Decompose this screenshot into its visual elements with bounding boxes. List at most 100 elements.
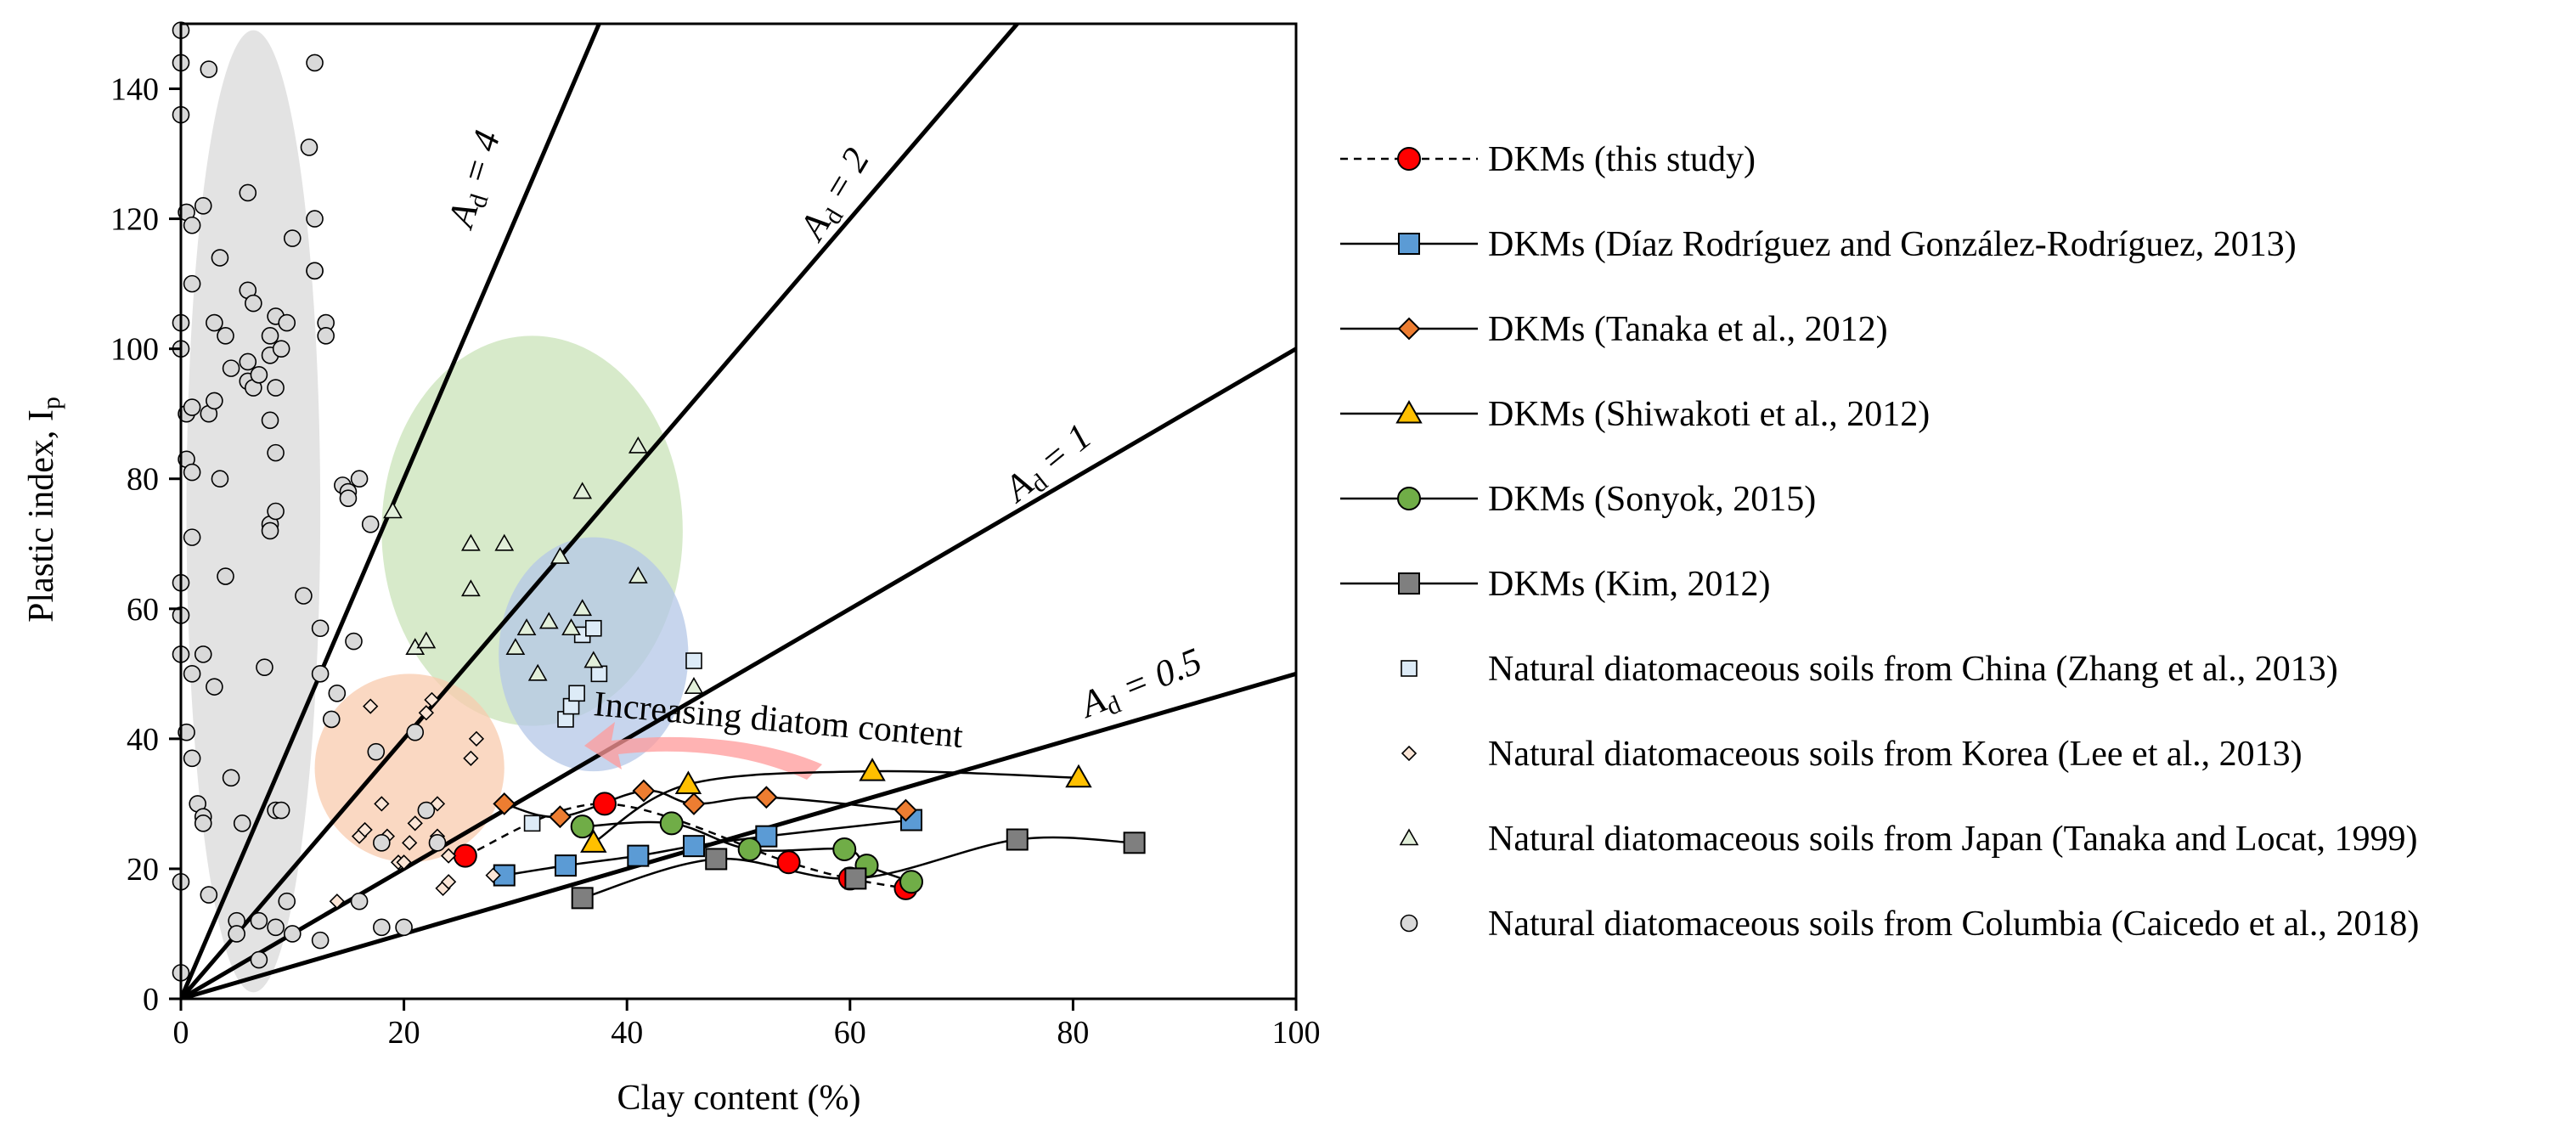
natural-diatomaceous-soils-from-korea-lee-et-al-2013-point bbox=[485, 867, 501, 883]
ad-0-5-label: Ad = 0.5 bbox=[1073, 640, 1209, 730]
dkms-d-az-rodr-guez-and-gonz-lez-rodr-guez-2013-point bbox=[755, 825, 778, 848]
dkms-kim-2012-point bbox=[705, 848, 728, 871]
natural-diatomaceous-soils-from-columbia-caicedo-et-al-2018-point bbox=[183, 665, 201, 683]
ad-4-label: Ad = 4 bbox=[439, 126, 512, 235]
dkms-shiwakoti-et-al-2012-point bbox=[1065, 764, 1092, 788]
natural-diatomaceous-soils-from-columbia-caicedo-et-al-2018-point bbox=[250, 365, 268, 384]
natural-diatomaceous-soils-from-korea-lee-et-al-2013-point bbox=[463, 750, 479, 766]
dkms-this-study-point bbox=[453, 843, 477, 868]
natural-diatomaceous-soils-from-columbia-caicedo-et-al-2018-point bbox=[339, 489, 358, 507]
natural-diatomaceous-soils-from-columbia-caicedo-et-al-2018-point bbox=[206, 313, 223, 332]
natural-diatomaceous-soils-from-columbia-caicedo-et-al-2018-point bbox=[306, 54, 324, 72]
y-tick-label: 60 bbox=[127, 592, 159, 628]
natural-diatomaceous-soils-from-columbia-caicedo-et-al-2018-point bbox=[217, 567, 234, 585]
natural-diatomaceous-soils-from-columbia-caicedo-et-al-2018-point bbox=[261, 411, 279, 430]
dkms-d-az-rodr-guez-and-gonz-lez-rodr-guez-2013-point bbox=[554, 854, 577, 877]
legend-marker-dkms-shiwakoti-et-al-2012 bbox=[1395, 399, 1423, 424]
natural-diatomaceous-soils-from-columbia-caicedo-et-al-2018-point bbox=[261, 327, 279, 345]
legend-marker-natural-diatomaceous-soils-from-korea-lee-et-al-2013 bbox=[1401, 745, 1418, 762]
plot-frame bbox=[179, 22, 1298, 1001]
natural-diatomaceous-soils-from-columbia-caicedo-et-al-2018-point bbox=[239, 183, 257, 202]
natural-diatomaceous-soils-from-columbia-caicedo-et-al-2018-point bbox=[206, 678, 223, 696]
natural-diatomaceous-soils-from-columbia-caicedo-et-al-2018-point bbox=[350, 470, 369, 488]
natural-diatomaceous-soils-from-japan-tanaka-and-locat-1999-point bbox=[628, 436, 648, 454]
legend-marker-dkms-d-az-rodr-guez-and-gonz-lez-rodr-guez-2013 bbox=[1398, 233, 1420, 255]
ad-2-line bbox=[181, 24, 1019, 999]
natural-diatomaceous-soils-from-japan-tanaka-and-locat-1999-point bbox=[461, 533, 481, 551]
ad-1-label: Ad = 1 bbox=[995, 415, 1102, 515]
natural-diatomaceous-soils-from-japan-tanaka-and-locat-1999-point bbox=[572, 599, 593, 617]
dkms-sonyok-2015-point bbox=[570, 815, 595, 839]
x-tick-label: 100 bbox=[1272, 1015, 1321, 1051]
natural-diatomaceous-soils-from-japan-tanaka-and-locat-1999-point bbox=[628, 566, 648, 583]
x-tick-label: 20 bbox=[388, 1015, 420, 1051]
natural-diatomaceous-soils-from-korea-lee-et-al-2013-point bbox=[407, 815, 423, 831]
legend: DKMs (this study) DKMs (Díaz Rodríguez an… bbox=[1340, 140, 2419, 944]
y-axis-title: Plastic index, Ip bbox=[22, 397, 65, 623]
legend-label-dkms-this-study: DKMs (this study) bbox=[1488, 140, 1756, 179]
natural-diatomaceous-soils-from-columbia-caicedo-et-al-2018-point bbox=[194, 645, 212, 663]
dkms-d-az-rodr-guez-and-gonz-lez-rodr-guez-2013-point bbox=[682, 835, 705, 858]
natural-diatomaceous-soils-from-china-zhang-et-al-2013-point bbox=[585, 619, 602, 637]
dkms-kim-2012-point bbox=[1123, 831, 1146, 854]
dkms-sonyok-2015-point bbox=[832, 837, 857, 861]
natural-diatomaceous-soils-from-columbia-caicedo-et-al-2018-point bbox=[361, 516, 380, 533]
legend-label-dkms-kim-2012: DKMs (Kim, 2012) bbox=[1488, 565, 1771, 604]
natural-diatomaceous-soils-from-columbia-caicedo-et-al-2018-point bbox=[345, 632, 363, 651]
natural-diatomaceous-soils-from-columbia-caicedo-et-al-2018-point bbox=[222, 769, 240, 787]
natural-diatomaceous-soils-from-columbia-caicedo-et-al-2018-point bbox=[228, 925, 245, 943]
legend-label-natural-diatomaceous-soils-from-china-zhang-et-al-2013: Natural diatomaceous soils from China (Z… bbox=[1488, 650, 2338, 689]
natural-diatomaceous-soils-from-columbia-caicedo-et-al-2018-point bbox=[373, 834, 391, 852]
legend-label-natural-diatomaceous-soils-from-korea-lee-et-al-2013: Natural diatomaceous soils from Korea (L… bbox=[1488, 735, 2303, 774]
natural-diatomaceous-soils-from-columbia-caicedo-et-al-2018-point bbox=[283, 925, 302, 943]
dkms-shiwakoti-et-al-2012-point bbox=[859, 758, 886, 781]
natural-diatomaceous-soils-from-japan-tanaka-and-locat-1999-point bbox=[461, 579, 481, 597]
dkms-tanaka-et-al-2012-point bbox=[894, 798, 917, 822]
natural-diatomaceous-soils-from-columbia-caicedo-et-al-2018-point bbox=[211, 249, 229, 267]
natural-diatomaceous-soils-from-columbia-caicedo-et-al-2018-point bbox=[328, 684, 347, 702]
natural-diatomaceous-soils-from-japan-tanaka-and-locat-1999-point bbox=[416, 631, 437, 649]
x-tick-label: 60 bbox=[834, 1015, 866, 1051]
natural-diatomaceous-soils-from-columbia-caicedo-et-al-2018-point bbox=[250, 950, 268, 969]
dkms-tanaka-et-al-2012-point bbox=[493, 792, 516, 815]
natural-diatomaceous-soils-from-columbia-caicedo-et-al-2018-point bbox=[239, 352, 257, 371]
columbia-region bbox=[186, 30, 321, 993]
legend-marker-natural-diatomaceous-soils-from-columbia-caicedo-et-al-2018 bbox=[1400, 914, 1418, 933]
y-tick-label: 120 bbox=[110, 202, 159, 238]
legend-marker-dkms-tanaka-et-al-2012 bbox=[1397, 317, 1421, 341]
natural-diatomaceous-soils-from-columbia-caicedo-et-al-2018-point bbox=[367, 742, 386, 761]
data-markers bbox=[172, 21, 1146, 982]
natural-diatomaceous-soils-from-columbia-caicedo-et-al-2018-point bbox=[317, 327, 335, 345]
natural-diatomaceous-soils-from-columbia-caicedo-et-al-2018-point bbox=[194, 196, 212, 215]
dkms-kim-2012-point bbox=[571, 887, 594, 910]
series-lines bbox=[465, 769, 1135, 899]
natural-diatomaceous-soils-from-china-zhang-et-al-2013-point bbox=[523, 815, 541, 832]
legend-marker-dkms-kim-2012 bbox=[1398, 572, 1420, 595]
dkms-d-az-rodr-guez-and-gonz-lez-rodr-guez-2013-point bbox=[627, 844, 650, 867]
legend-marker-dkms-sonyok-2015 bbox=[1397, 487, 1421, 510]
y-tick-label: 100 bbox=[110, 332, 159, 368]
activity-lines bbox=[181, 24, 1296, 999]
y-axis-title-main: Plastic index, I bbox=[22, 409, 61, 623]
natural-diatomaceous-soils-from-korea-lee-et-al-2013-point bbox=[424, 691, 440, 708]
dkms-sonyok-2015-point bbox=[899, 870, 924, 894]
natural-diatomaceous-soils-from-columbia-caicedo-et-al-2018-point bbox=[222, 359, 240, 377]
natural-diatomaceous-soils-from-columbia-caicedo-et-al-2018-point bbox=[183, 749, 201, 768]
legend-label-natural-diatomaceous-soils-from-columbia-caicedo-et-al-2018: Natural diatomaceous soils from Columbia… bbox=[1488, 905, 2419, 944]
dkms-kim-2012-point bbox=[844, 867, 867, 890]
natural-diatomaceous-soils-from-korea-lee-et-al-2013-point bbox=[374, 796, 390, 812]
natural-diatomaceous-soils-from-columbia-caicedo-et-al-2018-point bbox=[311, 665, 330, 683]
natural-diatomaceous-soils-from-korea-lee-et-al-2013-point bbox=[363, 698, 379, 714]
korea-region bbox=[314, 674, 504, 863]
natural-diatomaceous-soils-from-columbia-caicedo-et-al-2018-point bbox=[178, 723, 195, 741]
natural-diatomaceous-soils-from-columbia-caicedo-et-al-2018-point bbox=[406, 723, 425, 741]
natural-diatomaceous-soils-from-columbia-caicedo-et-al-2018-point bbox=[295, 587, 313, 605]
axis-ticks: 0 20 40 60 80 100 0 20 40 60 80 100 120 140 bbox=[110, 72, 1321, 1051]
dkms-shiwakoti-et-al-2012-point bbox=[674, 770, 702, 794]
dkms-tanaka-et-al-2012-point bbox=[632, 779, 656, 803]
y-tick-label: 80 bbox=[127, 462, 159, 498]
dkms-tanaka-et-al-2012-point bbox=[549, 805, 572, 829]
ad-1-line bbox=[181, 347, 1296, 999]
natural-diatomaceous-soils-from-columbia-caicedo-et-al-2018-point bbox=[256, 658, 273, 676]
